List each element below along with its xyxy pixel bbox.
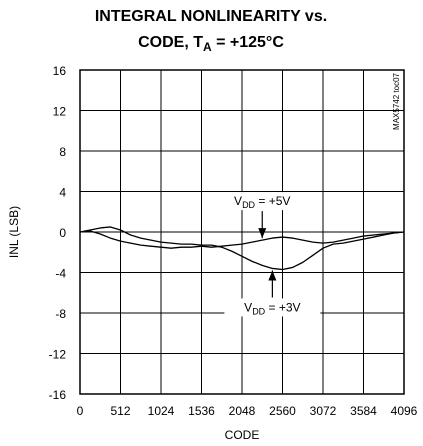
annotation-suffix: = +3V <box>265 300 300 314</box>
y-tick-label: -4 <box>55 267 66 281</box>
chart-watermark: MAX5742 toc07 <box>392 72 401 129</box>
plot-frame <box>79 69 405 395</box>
x-tick-label: 4096 <box>391 404 418 418</box>
series-line-0 <box>79 230 405 249</box>
annotation-prefix: V <box>234 194 242 208</box>
y-tick-label: 8 <box>59 145 66 159</box>
annotation-bg <box>224 298 321 317</box>
x-tick-label: 1024 <box>148 404 175 418</box>
series-line-1 <box>79 226 405 271</box>
chart-title-line2-sub: A <box>203 40 212 54</box>
x-tick-label: 0 <box>77 404 84 418</box>
chart-title-line2-prefix: CODE, T <box>138 34 203 51</box>
x-tick-label: 1536 <box>188 404 215 418</box>
grid-lines <box>80 70 404 394</box>
annotation-label-0: VDD = +5V <box>234 194 290 210</box>
annotation-sub: DD <box>252 306 265 316</box>
annotation-prefix: V <box>244 300 252 314</box>
annotation-sub: DD <box>242 200 255 210</box>
chart-title-line1: INTEGRAL NONLINEARITY vs. <box>95 8 327 25</box>
y-tick-label: 0 <box>59 226 66 240</box>
tick-labels: 0 512 1024 1536 2048 2560 3072 3584 40961612840-… <box>49 64 418 418</box>
y-tick-label: -12 <box>49 348 67 362</box>
x-tick-label: 3072 <box>310 404 337 418</box>
annotation-suffix: = +5V <box>255 194 290 208</box>
x-tick-label: 2048 <box>229 404 256 418</box>
annotation-label-1: VDD = +3V <box>244 300 300 316</box>
annotation-bg <box>214 192 311 211</box>
annotation-arrowhead <box>268 270 277 281</box>
chart-title-line2: CODE, TA = +125°C <box>138 34 284 54</box>
y-tick-label: -16 <box>49 388 67 402</box>
y-axis-label: INL (LSB) <box>7 206 21 258</box>
y-tick-label: 16 <box>53 64 67 78</box>
x-tick-label: 512 <box>110 404 130 418</box>
annotation-arrowhead <box>258 228 267 239</box>
y-tick-label: 4 <box>59 186 66 200</box>
chart-title-line2-suffix: = +125°C <box>212 34 285 51</box>
x-axis-label: CODE <box>225 428 260 442</box>
y-tick-label: 12 <box>53 105 67 119</box>
y-tick-label: -8 <box>55 307 66 321</box>
x-tick-label: 3584 <box>350 404 377 418</box>
series-lines <box>79 226 405 271</box>
x-tick-label: 2560 <box>269 404 296 418</box>
